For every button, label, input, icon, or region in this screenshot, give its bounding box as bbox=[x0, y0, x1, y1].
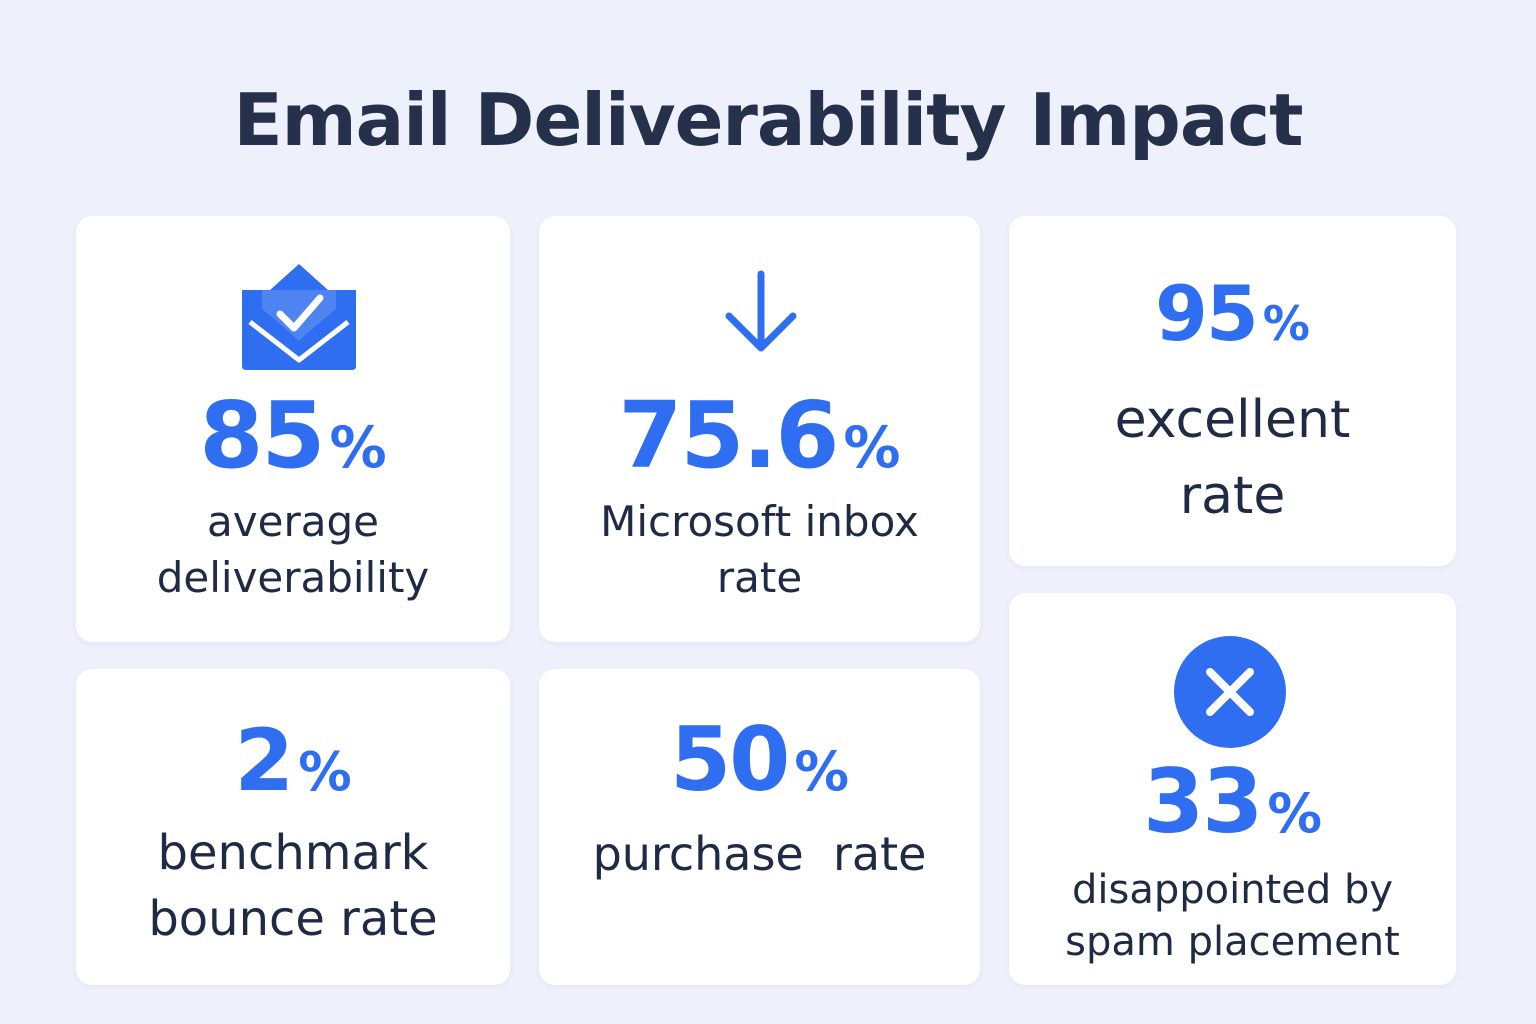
stat-card-spam-placement: 33% disappointed by spam placement bbox=[1009, 593, 1456, 985]
stat-unit: % bbox=[794, 739, 850, 803]
arrow-down-icon bbox=[725, 270, 797, 352]
stat-label-line1: disappointed by bbox=[1071, 867, 1394, 913]
stat-unit: % bbox=[843, 415, 901, 481]
stat-label-line2: rate bbox=[1179, 466, 1286, 526]
page-title: Email Deliverability Impact bbox=[233, 78, 1303, 162]
stat-value: 2% bbox=[76, 713, 510, 820]
stat-label-line2: rate bbox=[716, 553, 803, 602]
x-circle-icon bbox=[1174, 636, 1286, 748]
stat-unit: % bbox=[329, 415, 387, 481]
stat-value: 50% bbox=[539, 711, 980, 820]
stat-unit: % bbox=[1267, 781, 1323, 845]
stat-number: 95 bbox=[1155, 269, 1259, 358]
stat-number: 85 bbox=[199, 382, 325, 489]
envelope-check-icon bbox=[242, 264, 356, 370]
stat-card-purchase-rate: 50% purchase rate bbox=[539, 669, 980, 985]
stat-card-excellent-rate: 95% excellent rate bbox=[1009, 216, 1456, 566]
stat-label-line2: bounce rate bbox=[148, 891, 438, 947]
stat-label-line1: purchase rate bbox=[592, 827, 927, 881]
stat-label-line2: spam placement bbox=[1065, 919, 1400, 965]
stat-unit: % bbox=[1262, 297, 1310, 352]
stat-label-line1: average bbox=[207, 497, 379, 546]
stat-card-microsoft-inbox: 75.6% Microsoft inbox rate bbox=[539, 216, 980, 642]
stat-number: 33 bbox=[1142, 750, 1263, 853]
stat-card-average-deliverability: 85% average deliverability bbox=[76, 216, 510, 642]
stat-label-line1: excellent bbox=[1114, 390, 1351, 450]
stat-label-line1: benchmark bbox=[157, 825, 429, 881]
stat-number: 50 bbox=[669, 708, 790, 811]
stat-number: 2 bbox=[234, 711, 294, 811]
stat-label-line2: deliverability bbox=[156, 553, 430, 602]
stat-value: 95% bbox=[1009, 272, 1456, 367]
stat-label-line1: Microsoft inbox bbox=[600, 497, 919, 546]
stat-card-bounce-rate: 2% benchmark bounce rate bbox=[76, 669, 510, 985]
stat-value: 33% bbox=[1009, 753, 1456, 862]
stat-unit: % bbox=[298, 741, 352, 803]
stat-number: 75.6 bbox=[618, 382, 839, 489]
stat-value: 85% bbox=[76, 386, 510, 498]
stat-value: 75.6% bbox=[539, 386, 980, 498]
